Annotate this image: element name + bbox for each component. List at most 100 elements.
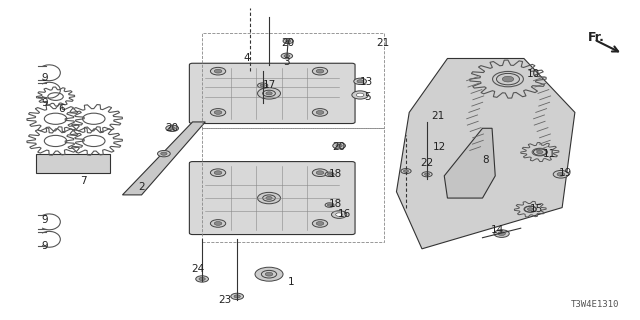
Circle shape (265, 272, 273, 276)
Circle shape (316, 110, 324, 114)
Text: 17: 17 (262, 80, 276, 91)
Text: 20: 20 (333, 142, 346, 152)
Circle shape (261, 270, 276, 278)
Circle shape (357, 80, 364, 83)
Circle shape (525, 206, 536, 212)
Text: 1: 1 (288, 277, 294, 287)
Text: 5: 5 (364, 92, 371, 101)
Text: 9: 9 (42, 73, 48, 83)
Circle shape (332, 211, 347, 218)
Polygon shape (122, 122, 205, 195)
Circle shape (316, 221, 324, 225)
Circle shape (257, 83, 268, 88)
Text: 18: 18 (329, 199, 342, 209)
Circle shape (285, 40, 291, 42)
Circle shape (211, 169, 226, 177)
Text: 20: 20 (282, 38, 294, 48)
Circle shape (214, 69, 222, 73)
Polygon shape (396, 59, 575, 249)
Circle shape (422, 172, 432, 177)
Text: 14: 14 (490, 225, 504, 235)
Circle shape (312, 220, 328, 227)
Text: 11: 11 (543, 149, 556, 159)
Text: 12: 12 (433, 142, 447, 152)
Circle shape (262, 271, 275, 277)
Circle shape (312, 169, 328, 177)
Text: 10: 10 (527, 69, 540, 79)
Circle shape (356, 93, 364, 97)
Circle shape (527, 208, 533, 211)
Circle shape (502, 76, 514, 82)
Text: 8: 8 (483, 155, 489, 165)
Text: 15: 15 (530, 204, 543, 214)
Circle shape (257, 88, 280, 99)
Circle shape (262, 90, 275, 97)
Circle shape (401, 169, 411, 174)
Circle shape (214, 110, 222, 114)
Circle shape (333, 142, 346, 149)
Text: 2: 2 (138, 182, 145, 192)
Circle shape (214, 221, 222, 225)
Text: 16: 16 (337, 209, 351, 219)
Circle shape (199, 277, 205, 281)
Circle shape (327, 173, 332, 175)
Text: 24: 24 (191, 264, 204, 275)
Text: 19: 19 (559, 168, 572, 178)
Text: 18: 18 (329, 169, 342, 179)
Circle shape (354, 78, 367, 84)
Circle shape (264, 196, 274, 201)
Circle shape (260, 84, 265, 87)
Circle shape (557, 172, 564, 176)
Circle shape (231, 293, 244, 300)
Text: 6: 6 (59, 104, 65, 114)
Text: 23: 23 (218, 295, 231, 305)
Polygon shape (36, 154, 109, 173)
Circle shape (553, 171, 568, 178)
Circle shape (494, 230, 509, 237)
Text: 9: 9 (42, 241, 48, 251)
Polygon shape (444, 128, 495, 198)
Circle shape (157, 150, 170, 157)
Circle shape (281, 53, 292, 59)
Circle shape (497, 73, 520, 85)
Circle shape (325, 172, 334, 177)
Circle shape (498, 232, 506, 236)
Text: 13: 13 (360, 77, 373, 87)
Text: 20: 20 (166, 123, 179, 133)
Circle shape (166, 125, 179, 132)
Circle shape (196, 276, 209, 282)
Circle shape (316, 69, 324, 73)
Text: Fr.: Fr. (588, 31, 605, 44)
Circle shape (264, 91, 274, 96)
Circle shape (335, 213, 342, 216)
Circle shape (424, 173, 429, 176)
Circle shape (534, 149, 546, 155)
Circle shape (257, 192, 280, 204)
Text: 7: 7 (79, 176, 86, 186)
Circle shape (211, 108, 226, 116)
Circle shape (352, 91, 369, 99)
Circle shape (316, 171, 324, 175)
Circle shape (284, 54, 290, 57)
FancyBboxPatch shape (189, 162, 355, 235)
Circle shape (262, 195, 275, 201)
Circle shape (403, 170, 408, 172)
Text: 4: 4 (243, 53, 250, 63)
Circle shape (211, 220, 226, 227)
FancyBboxPatch shape (189, 63, 355, 124)
Circle shape (327, 204, 332, 206)
Circle shape (266, 196, 272, 200)
Text: T3W4E1310: T3W4E1310 (571, 300, 620, 309)
Circle shape (214, 171, 222, 175)
Circle shape (211, 68, 226, 75)
Text: 21: 21 (376, 38, 389, 48)
Circle shape (255, 267, 283, 281)
Text: 21: 21 (431, 111, 445, 121)
Circle shape (325, 203, 334, 207)
Text: 22: 22 (420, 158, 434, 168)
Circle shape (283, 38, 293, 44)
Text: 3: 3 (284, 57, 290, 67)
Circle shape (312, 108, 328, 116)
Circle shape (537, 150, 543, 154)
Circle shape (266, 92, 272, 95)
